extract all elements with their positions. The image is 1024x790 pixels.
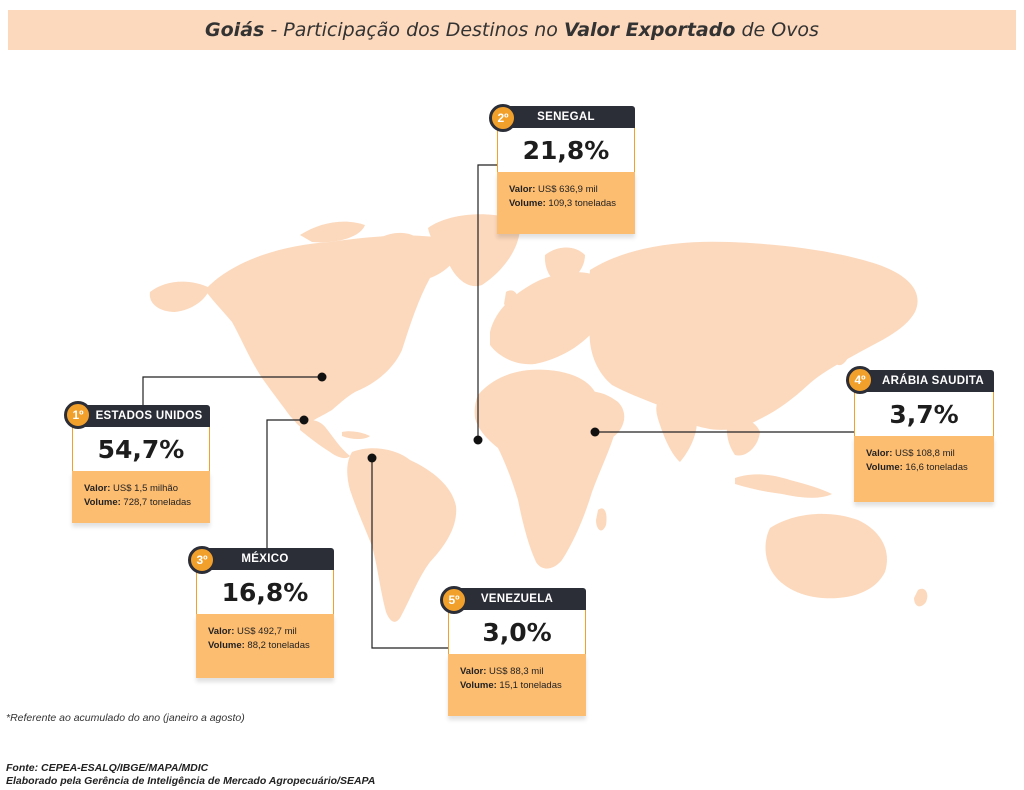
scandinavia-shape: [544, 247, 585, 285]
volume-label: Volume:: [509, 198, 546, 209]
dot-saudi: [590, 427, 600, 437]
connector-mexico: [266, 419, 304, 550]
info-panel: Valor: US$ 88,3 mil Volume: 15,1 tonelad…: [448, 654, 586, 716]
card-senegal: 2º SENEGAL 21,8% Valor: US$ 636,9 mil Vo…: [489, 104, 635, 234]
info-panel: Valor: US$ 636,9 mil Volume: 109,3 tonel…: [497, 172, 635, 234]
country-name: SENEGAL: [497, 106, 635, 128]
madagascar-shape: [596, 508, 607, 531]
rank-badge: 2º: [489, 104, 517, 132]
south-america-shape: [347, 448, 457, 622]
central-america-shape: [300, 420, 350, 459]
valor-label: Valor:: [208, 626, 235, 637]
volume-value: 109,3 toneladas: [545, 198, 617, 209]
asia-shape: [588, 241, 918, 430]
arctic-islands-shape: [300, 221, 420, 246]
card-venezuela: 5º VENEZUELA 3,0% Valor: US$ 88,3 mil Vo…: [440, 586, 586, 716]
volume-value: 15,1 toneladas: [496, 680, 562, 691]
connector-lines: [142, 164, 854, 649]
country-name: VENEZUELA: [448, 588, 586, 610]
connector-usa: [142, 376, 322, 408]
country-name: MÉXICO: [196, 548, 334, 570]
indonesia-shape: [735, 474, 832, 498]
source-credits: Fonte: CEPEA-ESALQ/IBGE/MAPA/MDIC Elabor…: [6, 762, 375, 788]
info-panel: Valor: US$ 108,8 mil Volume: 16,6 tonela…: [854, 436, 994, 502]
footnote: *Referente ao acumulado do ano (janeiro …: [6, 712, 245, 724]
volume-label: Volume:: [866, 462, 903, 473]
card-estados-unidos: 1º ESTADOS UNIDOS 54,7% Valor: US$ 1,5 m…: [64, 401, 210, 523]
volume-label: Volume:: [84, 497, 121, 508]
volume-value: 16,6 toneladas: [902, 462, 968, 473]
valor-value: US$ 1,5 milhão: [110, 483, 178, 494]
arabian-peninsula-shape: [574, 391, 625, 441]
title-country: Goiás: [205, 19, 265, 41]
southeast-asia-shape: [726, 418, 760, 456]
valor-value: US$ 636,9 mil: [535, 184, 598, 195]
title-part2: de Ovos: [735, 19, 819, 41]
africa-shape: [474, 369, 616, 569]
dot-senegal: [473, 435, 483, 445]
dot-mexico: [299, 415, 309, 425]
volume-value: 88,2 toneladas: [244, 640, 310, 651]
country-name: ESTADOS UNIDOS: [72, 405, 210, 427]
india-shape: [656, 400, 698, 462]
card-arabia-saudita: 4º ARÁBIA SAUDITA 3,7% Valor: US$ 108,8 …: [846, 366, 994, 502]
dot-venezuela: [367, 453, 377, 463]
volume-label: Volume:: [460, 680, 497, 691]
info-panel: Valor: US$ 1,5 milhão Volume: 728,7 tone…: [72, 471, 210, 523]
source-line-1: Fonte: CEPEA-ESALQ/IBGE/MAPA/MDIC: [6, 762, 209, 774]
dot-usa: [317, 372, 327, 382]
share-value: 3,7%: [854, 392, 994, 436]
rank-badge: 4º: [846, 366, 874, 394]
north-america-shape: [205, 235, 458, 428]
valor-value: US$ 492,7 mil: [234, 626, 297, 637]
title-part1: Participação dos Destinos no: [283, 19, 564, 41]
source-line-2: Elaborado pela Gerência de Inteligência …: [6, 775, 376, 787]
rank-badge: 5º: [440, 586, 468, 614]
valor-label: Valor:: [84, 483, 111, 494]
share-value: 54,7%: [72, 427, 210, 471]
title-bold: Valor Exportado: [563, 19, 736, 41]
valor-label: Valor:: [866, 448, 893, 459]
uk-shape: [504, 290, 518, 308]
share-value: 16,8%: [196, 570, 334, 614]
chart-title: Goiás - Participação dos Destinos no Val…: [8, 10, 1016, 50]
japan-shape: [833, 335, 853, 366]
volume-label: Volume:: [208, 640, 245, 651]
europe-shape: [490, 272, 607, 365]
connector-senegal: [477, 164, 500, 440]
continents: [149, 214, 928, 622]
new-zealand-shape: [914, 588, 928, 607]
valor-label: Valor:: [509, 184, 536, 195]
valor-value: US$ 88,3 mil: [486, 666, 544, 677]
country-name: ARÁBIA SAUDITA: [854, 370, 994, 392]
volume-value: 728,7 toneladas: [120, 497, 192, 508]
rank-badge: 1º: [64, 401, 92, 429]
valor-value: US$ 108,8 mil: [892, 448, 955, 459]
valor-label: Valor:: [460, 666, 487, 677]
info-panel: Valor: US$ 492,7 mil Volume: 88,2 tonela…: [196, 614, 334, 678]
share-value: 3,0%: [448, 610, 586, 654]
share-value: 21,8%: [497, 128, 635, 172]
australia-shape: [765, 513, 887, 599]
connector-venezuela: [371, 458, 450, 649]
rank-badge: 3º: [188, 546, 216, 574]
alaska-shape: [149, 281, 210, 312]
title-separator: -: [264, 19, 284, 41]
card-mexico: 3º MÉXICO 16,8% Valor: US$ 492,7 mil Vol…: [188, 546, 334, 678]
caribbean-shape: [342, 431, 370, 439]
location-dots: [299, 372, 600, 463]
